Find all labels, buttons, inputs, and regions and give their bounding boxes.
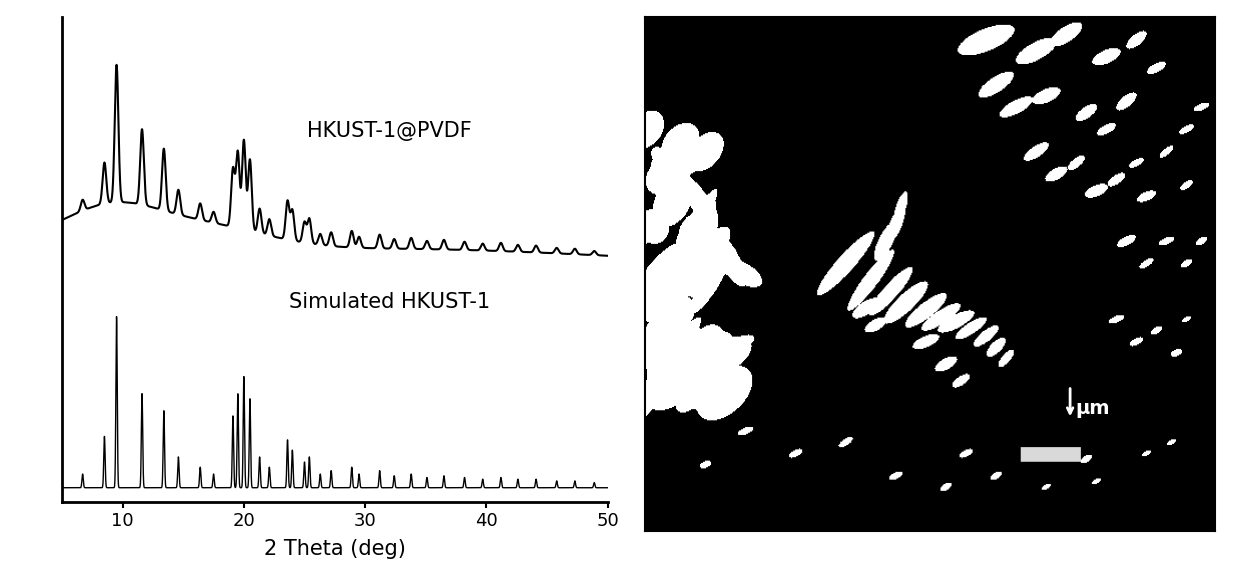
Text: HKUST-1@PVDF: HKUST-1@PVDF <box>308 121 471 141</box>
Text: μm: μm <box>1075 399 1110 418</box>
X-axis label: 2 Theta (deg): 2 Theta (deg) <box>264 539 405 559</box>
Text: Simulated HKUST-1: Simulated HKUST-1 <box>289 293 490 312</box>
